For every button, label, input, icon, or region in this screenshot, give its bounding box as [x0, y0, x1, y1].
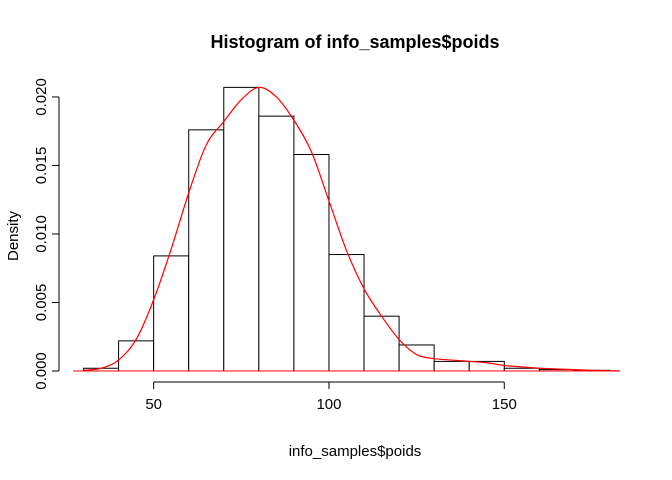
x-tick-label: 150	[492, 396, 517, 413]
y-tick-label: 0.000	[33, 352, 50, 390]
y-tick-label: 0.015	[33, 147, 50, 185]
y-tick-label: 0.020	[33, 78, 50, 116]
y-axis-label: Density	[5, 210, 22, 261]
y-tick-label: 0.005	[33, 284, 50, 322]
chart-title: Histogram of info_samples$poids	[210, 32, 499, 52]
x-tick-label: 50	[145, 396, 162, 413]
histogram-bar-6	[258, 115, 295, 372]
y-axis: 0.000 0.005 0.010 0.015 0.020	[33, 78, 60, 390]
histogram-bar-5	[223, 86, 260, 372]
histogram-bar-9	[363, 315, 400, 372]
histogram-bar-8	[328, 254, 365, 372]
y-tick-label: 0.010	[33, 215, 50, 253]
density-curve	[83, 86, 620, 372]
x-axis: 50 100 150	[145, 381, 517, 413]
x-tick-label: 100	[316, 396, 341, 413]
histogram-bar-3	[153, 255, 190, 372]
x-axis-label: info_samples$poids	[289, 443, 422, 460]
histogram-bars	[83, 86, 610, 372]
density-curve-layer	[73, 86, 620, 372]
histogram-bar-11	[433, 360, 470, 372]
histogram-bar-4	[188, 129, 225, 372]
